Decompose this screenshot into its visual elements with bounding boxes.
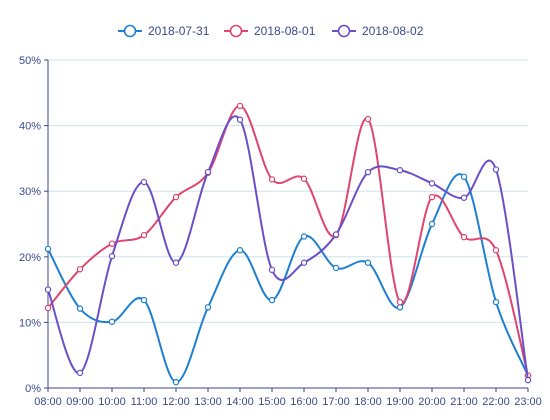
- x-tick-label: 20:00: [418, 396, 446, 408]
- legend: 2018-07-31 2018-08-01 2018-08-02: [118, 24, 424, 38]
- x-tick-label: 21:00: [450, 396, 478, 408]
- series-line: [47, 115, 529, 381]
- data-point[interactable]: [460, 194, 468, 201]
- series-2018-07-31: [44, 173, 532, 386]
- data-point[interactable]: [364, 115, 372, 123]
- data-point[interactable]: [108, 252, 116, 260]
- data-point[interactable]: [268, 176, 276, 183]
- data-point[interactable]: [236, 247, 244, 254]
- data-point[interactable]: [172, 259, 180, 266]
- data-point[interactable]: [236, 116, 244, 123]
- data-point[interactable]: [108, 240, 116, 247]
- legend-label: 2018-07-31: [148, 24, 210, 38]
- x-tick-label: 22:00: [482, 396, 510, 408]
- data-point[interactable]: [396, 298, 404, 306]
- data-point[interactable]: [300, 233, 308, 240]
- data-point[interactable]: [332, 264, 340, 272]
- legend-label: 2018-08-01: [254, 24, 316, 38]
- data-point[interactable]: [428, 180, 436, 187]
- x-tick-label: 14:00: [226, 396, 254, 408]
- x-tick-label: 10:00: [98, 396, 126, 408]
- x-tick-label: 23:00: [514, 396, 542, 408]
- grid-lines: [48, 59, 528, 323]
- series-line: [47, 104, 529, 376]
- data-point[interactable]: [364, 168, 372, 176]
- y-tick-label: 10%: [19, 317, 41, 329]
- data-point[interactable]: [428, 193, 436, 201]
- x-tick-label: 16:00: [290, 396, 318, 408]
- data-point[interactable]: [140, 178, 148, 186]
- data-point[interactable]: [268, 266, 276, 274]
- data-point[interactable]: [492, 298, 500, 306]
- x-tick-label: 08:00: [34, 396, 62, 408]
- x-tick-label: 15:00: [258, 396, 286, 408]
- legend-marker: [123, 24, 137, 38]
- data-point[interactable]: [492, 247, 500, 254]
- legend-label: 2018-08-02: [362, 24, 424, 38]
- data-point[interactable]: [396, 304, 404, 311]
- x-tick-label: 19:00: [386, 396, 414, 408]
- data-point[interactable]: [364, 259, 372, 266]
- data-point[interactable]: [140, 296, 148, 304]
- x-tick-label: 11:00: [131, 396, 158, 408]
- x-tick-label: 18:00: [354, 396, 382, 408]
- data-point[interactable]: [396, 167, 404, 174]
- data-point[interactable]: [76, 305, 84, 312]
- series-line: [47, 173, 529, 384]
- data-point[interactable]: [268, 296, 276, 304]
- x-axis: 08:00 09:00 10:00 11:00 12:00 13:00 14:00 15:00…: [34, 387, 542, 408]
- x-tick-label: 17:00: [322, 396, 350, 408]
- legend-item[interactable]: 2018-08-02: [332, 24, 424, 38]
- data-point[interactable]: [236, 102, 244, 110]
- data-point[interactable]: [76, 266, 84, 273]
- data-point[interactable]: [44, 286, 52, 293]
- data-point[interactable]: [204, 168, 212, 176]
- data-point[interactable]: [44, 304, 52, 312]
- legend-marker: [229, 24, 243, 38]
- data-point[interactable]: [204, 304, 212, 311]
- x-tick-label: 12:00: [162, 396, 190, 408]
- legend-item[interactable]: 2018-07-31: [118, 24, 210, 38]
- legend-marker: [337, 24, 351, 38]
- data-point[interactable]: [428, 220, 436, 228]
- data-point[interactable]: [300, 175, 308, 182]
- data-point[interactable]: [492, 166, 500, 173]
- legend-item[interactable]: 2018-08-01: [224, 24, 316, 38]
- data-point[interactable]: [76, 369, 84, 377]
- data-point[interactable]: [140, 231, 148, 239]
- data-point[interactable]: [108, 318, 116, 325]
- y-tick-label: 50%: [19, 55, 41, 67]
- y-tick-label: 40%: [19, 121, 41, 133]
- series-group: [44, 102, 532, 386]
- series-2018-08-01: [44, 102, 532, 379]
- x-tick-label: 13:00: [194, 396, 222, 408]
- data-point[interactable]: [300, 259, 308, 266]
- data-point[interactable]: [460, 173, 468, 180]
- data-point[interactable]: [172, 193, 180, 201]
- y-tick-label: 0%: [25, 383, 41, 395]
- y-axis: 0% 10% 20% 30% 40% 50%: [19, 55, 49, 395]
- x-tick-label: 09:00: [66, 396, 94, 408]
- y-tick-label: 30%: [19, 186, 41, 198]
- y-tick-label: 20%: [19, 252, 41, 264]
- series-2018-08-02: [44, 115, 532, 384]
- data-point[interactable]: [332, 231, 340, 238]
- data-point[interactable]: [524, 376, 532, 384]
- data-point[interactable]: [172, 378, 180, 386]
- data-point[interactable]: [44, 245, 52, 253]
- data-point[interactable]: [460, 233, 468, 241]
